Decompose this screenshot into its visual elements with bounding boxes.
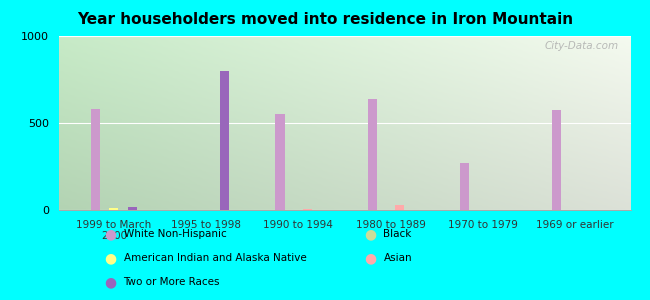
Text: ●: ● (105, 275, 116, 289)
Text: White Non-Hispanic: White Non-Hispanic (124, 229, 226, 239)
Bar (460, 163, 469, 210)
Bar (303, 209, 312, 210)
Text: ●: ● (365, 227, 376, 241)
Text: ●: ● (105, 251, 116, 265)
Bar (367, 99, 377, 210)
Text: ●: ● (105, 227, 116, 241)
Text: Year householders moved into residence in Iron Mountain: Year householders moved into residence i… (77, 12, 573, 27)
Bar (395, 205, 404, 210)
Text: Black: Black (384, 229, 412, 239)
Bar (127, 207, 137, 210)
Bar (276, 114, 285, 210)
Text: City-Data.com: City-Data.com (545, 41, 619, 51)
Bar (91, 109, 100, 210)
Bar (220, 71, 229, 210)
Bar (552, 110, 562, 210)
Text: American Indian and Alaska Native: American Indian and Alaska Native (124, 253, 306, 263)
Text: Two or More Races: Two or More Races (124, 277, 220, 287)
Bar (109, 208, 118, 210)
Text: ●: ● (365, 251, 376, 265)
Text: Asian: Asian (384, 253, 412, 263)
